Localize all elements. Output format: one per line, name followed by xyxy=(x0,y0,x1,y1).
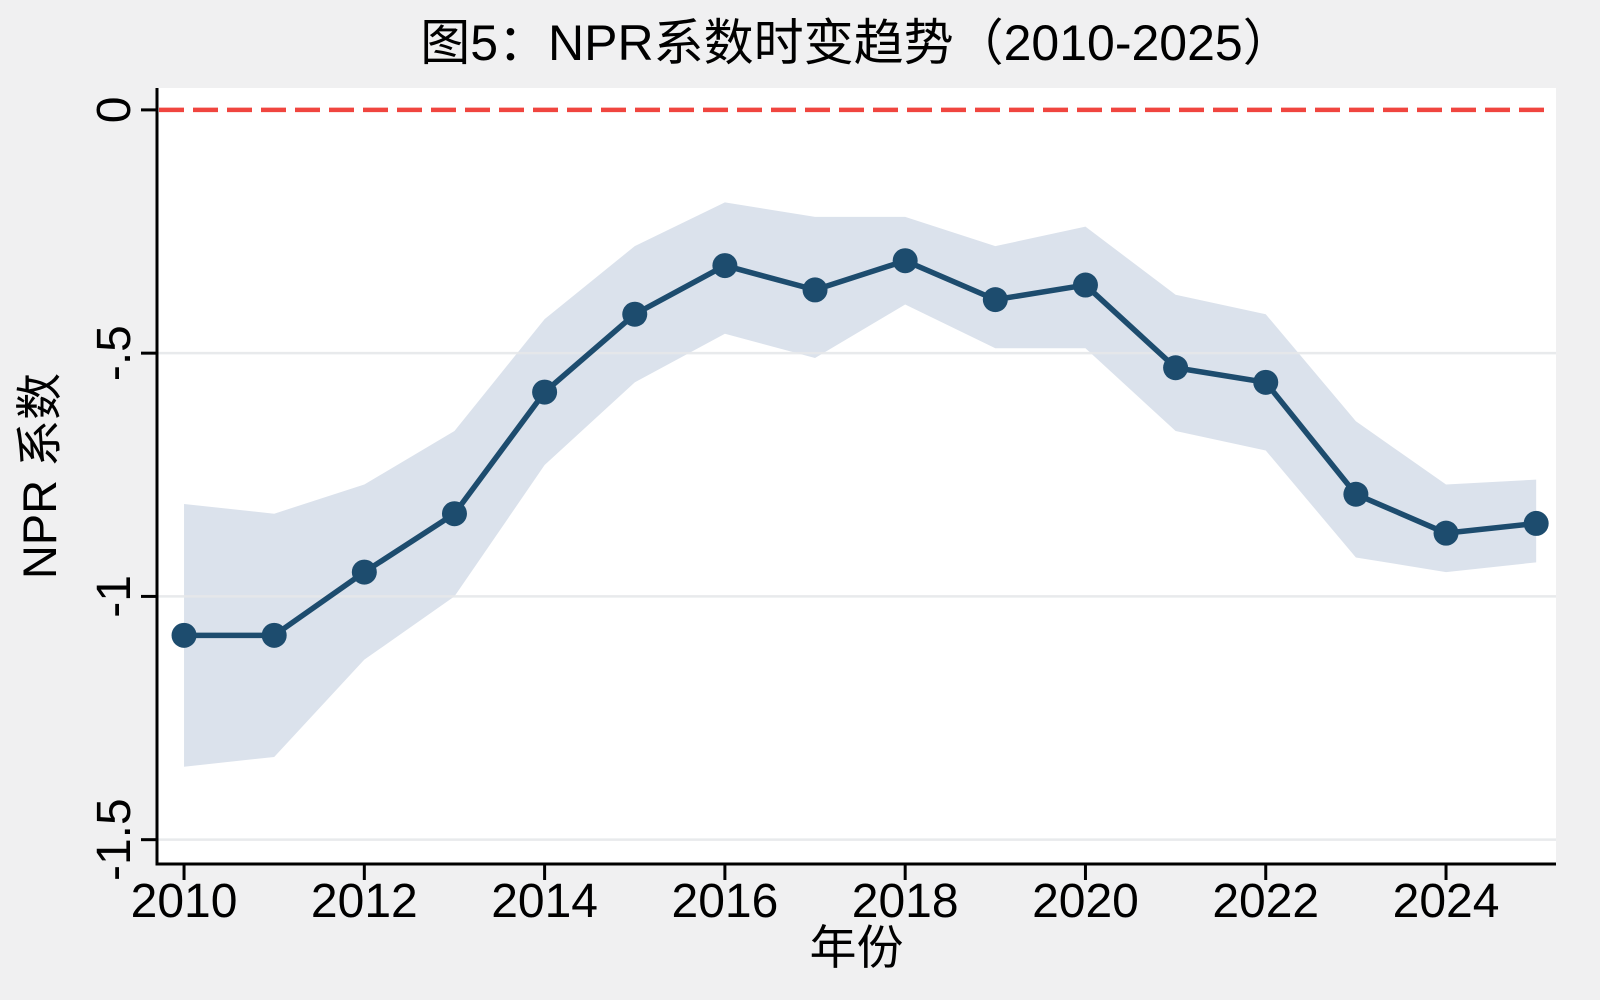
data-point-2015 xyxy=(622,301,648,327)
y-axis-title: NPR 系数 xyxy=(13,373,66,579)
confidence-band xyxy=(184,202,1537,767)
x-tick-label: 2020 xyxy=(1032,875,1139,928)
data-point-2025 xyxy=(1523,510,1549,536)
data-point-2024 xyxy=(1433,520,1459,546)
coefficient-line xyxy=(181,257,1539,639)
chart-title: 图5：NPR系数时变趋势（2010-2025） xyxy=(420,15,1293,71)
x-tick-label: 2022 xyxy=(1212,875,1319,928)
x-tick-label: 2012 xyxy=(311,875,418,928)
data-point-2020 xyxy=(1072,272,1098,298)
data-point-2013 xyxy=(441,501,467,527)
y-tick-label: -.5 xyxy=(88,325,141,381)
data-point-2022 xyxy=(1253,369,1279,395)
x-tick-label: 2010 xyxy=(131,875,238,928)
confidence-band-layer xyxy=(184,202,1537,767)
y-tick-label: 0 xyxy=(88,97,141,124)
x-axis-title: 年份 xyxy=(810,921,904,974)
data-point-2021 xyxy=(1163,355,1189,381)
data-point-2017 xyxy=(802,277,828,303)
x-tick-label: 2024 xyxy=(1393,875,1500,928)
data-point-2012 xyxy=(351,559,377,585)
series-layer xyxy=(171,248,1549,648)
data-point-2014 xyxy=(532,379,558,405)
x-tick-label: 2016 xyxy=(672,875,779,928)
data-point-2018 xyxy=(892,248,918,274)
gridline-layer xyxy=(157,351,1556,841)
x-tick-label: 2018 xyxy=(852,875,959,928)
data-point-2011 xyxy=(261,622,287,648)
x-tick-label: 2014 xyxy=(491,875,598,928)
data-point-2016 xyxy=(712,253,738,279)
y-tick-label: -1 xyxy=(88,575,141,618)
data-point-2010 xyxy=(171,622,197,648)
data-point-2023 xyxy=(1343,481,1369,507)
data-point-2019 xyxy=(982,287,1008,313)
y-tick-label: -1.5 xyxy=(88,798,141,881)
